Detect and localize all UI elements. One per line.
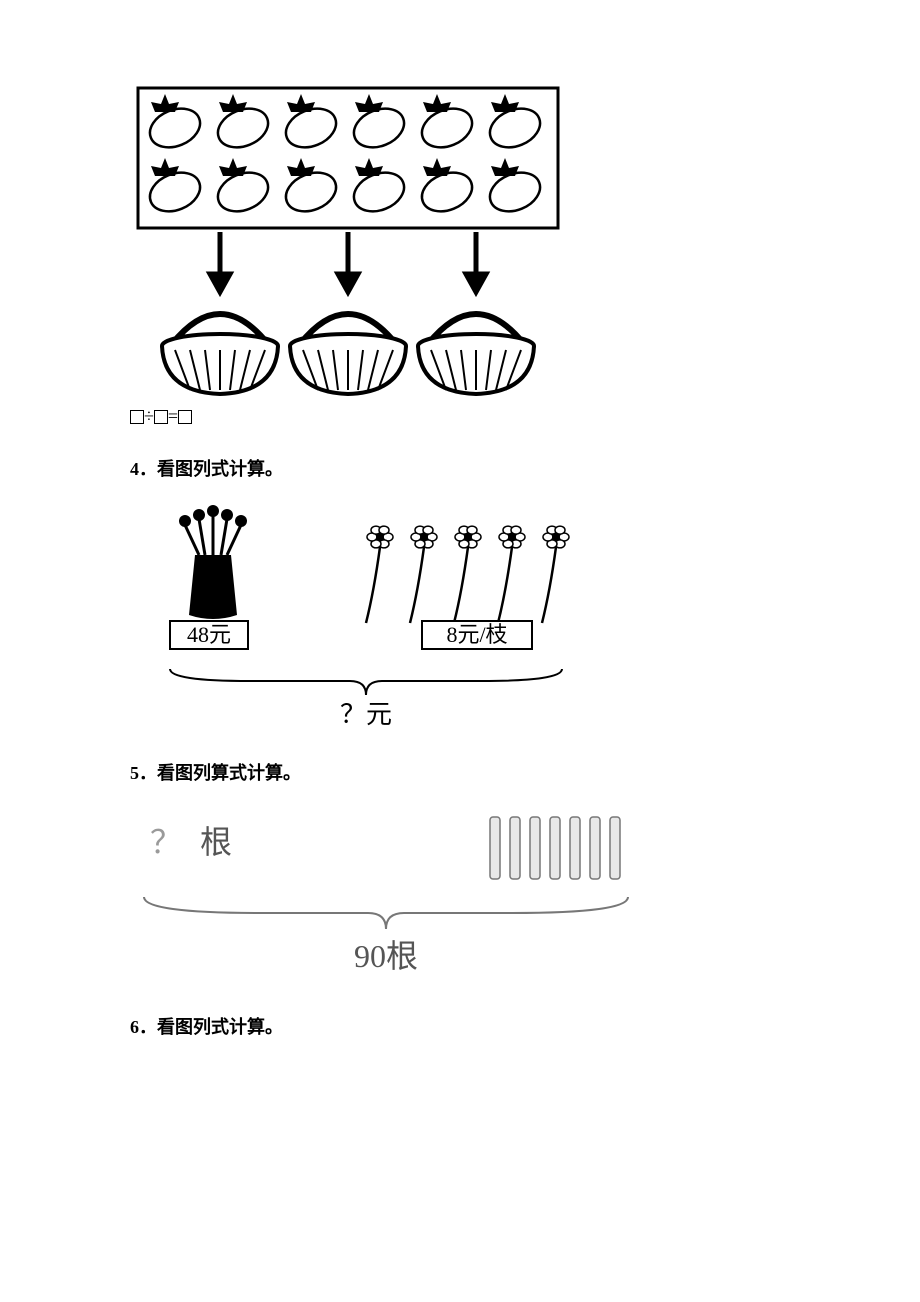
blank-box: [130, 410, 144, 424]
q5-left-qmark: ？: [150, 824, 182, 860]
q3-svg: [130, 80, 570, 400]
q4-vase-price: 48元: [187, 622, 231, 647]
eggplant-icon: [144, 94, 206, 154]
q3-figure: ÷=: [130, 80, 790, 427]
eggplant-icon: [280, 158, 342, 218]
eggplant-icon: [416, 94, 478, 154]
q5-total: 90根: [354, 938, 418, 974]
eggplant-icon: [348, 94, 410, 154]
basket-icon: [418, 314, 534, 394]
stick-icon: [590, 817, 600, 879]
eggplant-icon: [212, 94, 274, 154]
eggplant-icon: [348, 158, 410, 218]
stick-icon: [490, 817, 500, 879]
flower-icon: [410, 526, 437, 623]
q4-label: 4．看图列式计算。: [130, 455, 790, 481]
stick-icon: [570, 817, 580, 879]
eggplant-icon: [144, 158, 206, 218]
q5-svg: ？ 根 90根: [130, 805, 640, 985]
flower-icon: [498, 526, 525, 623]
q6-label: 6．看图列式计算。: [130, 1013, 790, 1039]
eggplant-icon: [416, 158, 478, 218]
q5-figure: ？ 根 90根: [130, 805, 790, 985]
stick-icon: [550, 817, 560, 879]
q4-flower-price: 8元/枝: [446, 622, 507, 647]
flower-icon: [454, 526, 481, 623]
flower-icon: [542, 526, 569, 623]
eggplant-icon: [280, 94, 342, 154]
stick-icon: [530, 817, 540, 879]
q5-left-unit: 根: [200, 824, 232, 860]
q3-equation: ÷=: [130, 406, 790, 427]
basket-icon: [290, 314, 406, 394]
eggplant-icon: [484, 158, 546, 218]
eggplant-icon: [484, 94, 546, 154]
basket-icon: [162, 314, 278, 394]
stick-icon: [610, 817, 620, 879]
blank-box: [178, 410, 192, 424]
q4-svg: 48元 8元/枝 ？元: [130, 501, 610, 731]
eggplant-icon: [212, 158, 274, 218]
blank-box: [154, 410, 168, 424]
flower-icon: [366, 526, 393, 623]
q5-label: 5．看图列算式计算。: [130, 759, 790, 785]
q4-total: ？元: [340, 700, 392, 729]
stick-icon: [510, 817, 520, 879]
q4-figure: 48元 8元/枝 ？元: [130, 501, 790, 731]
